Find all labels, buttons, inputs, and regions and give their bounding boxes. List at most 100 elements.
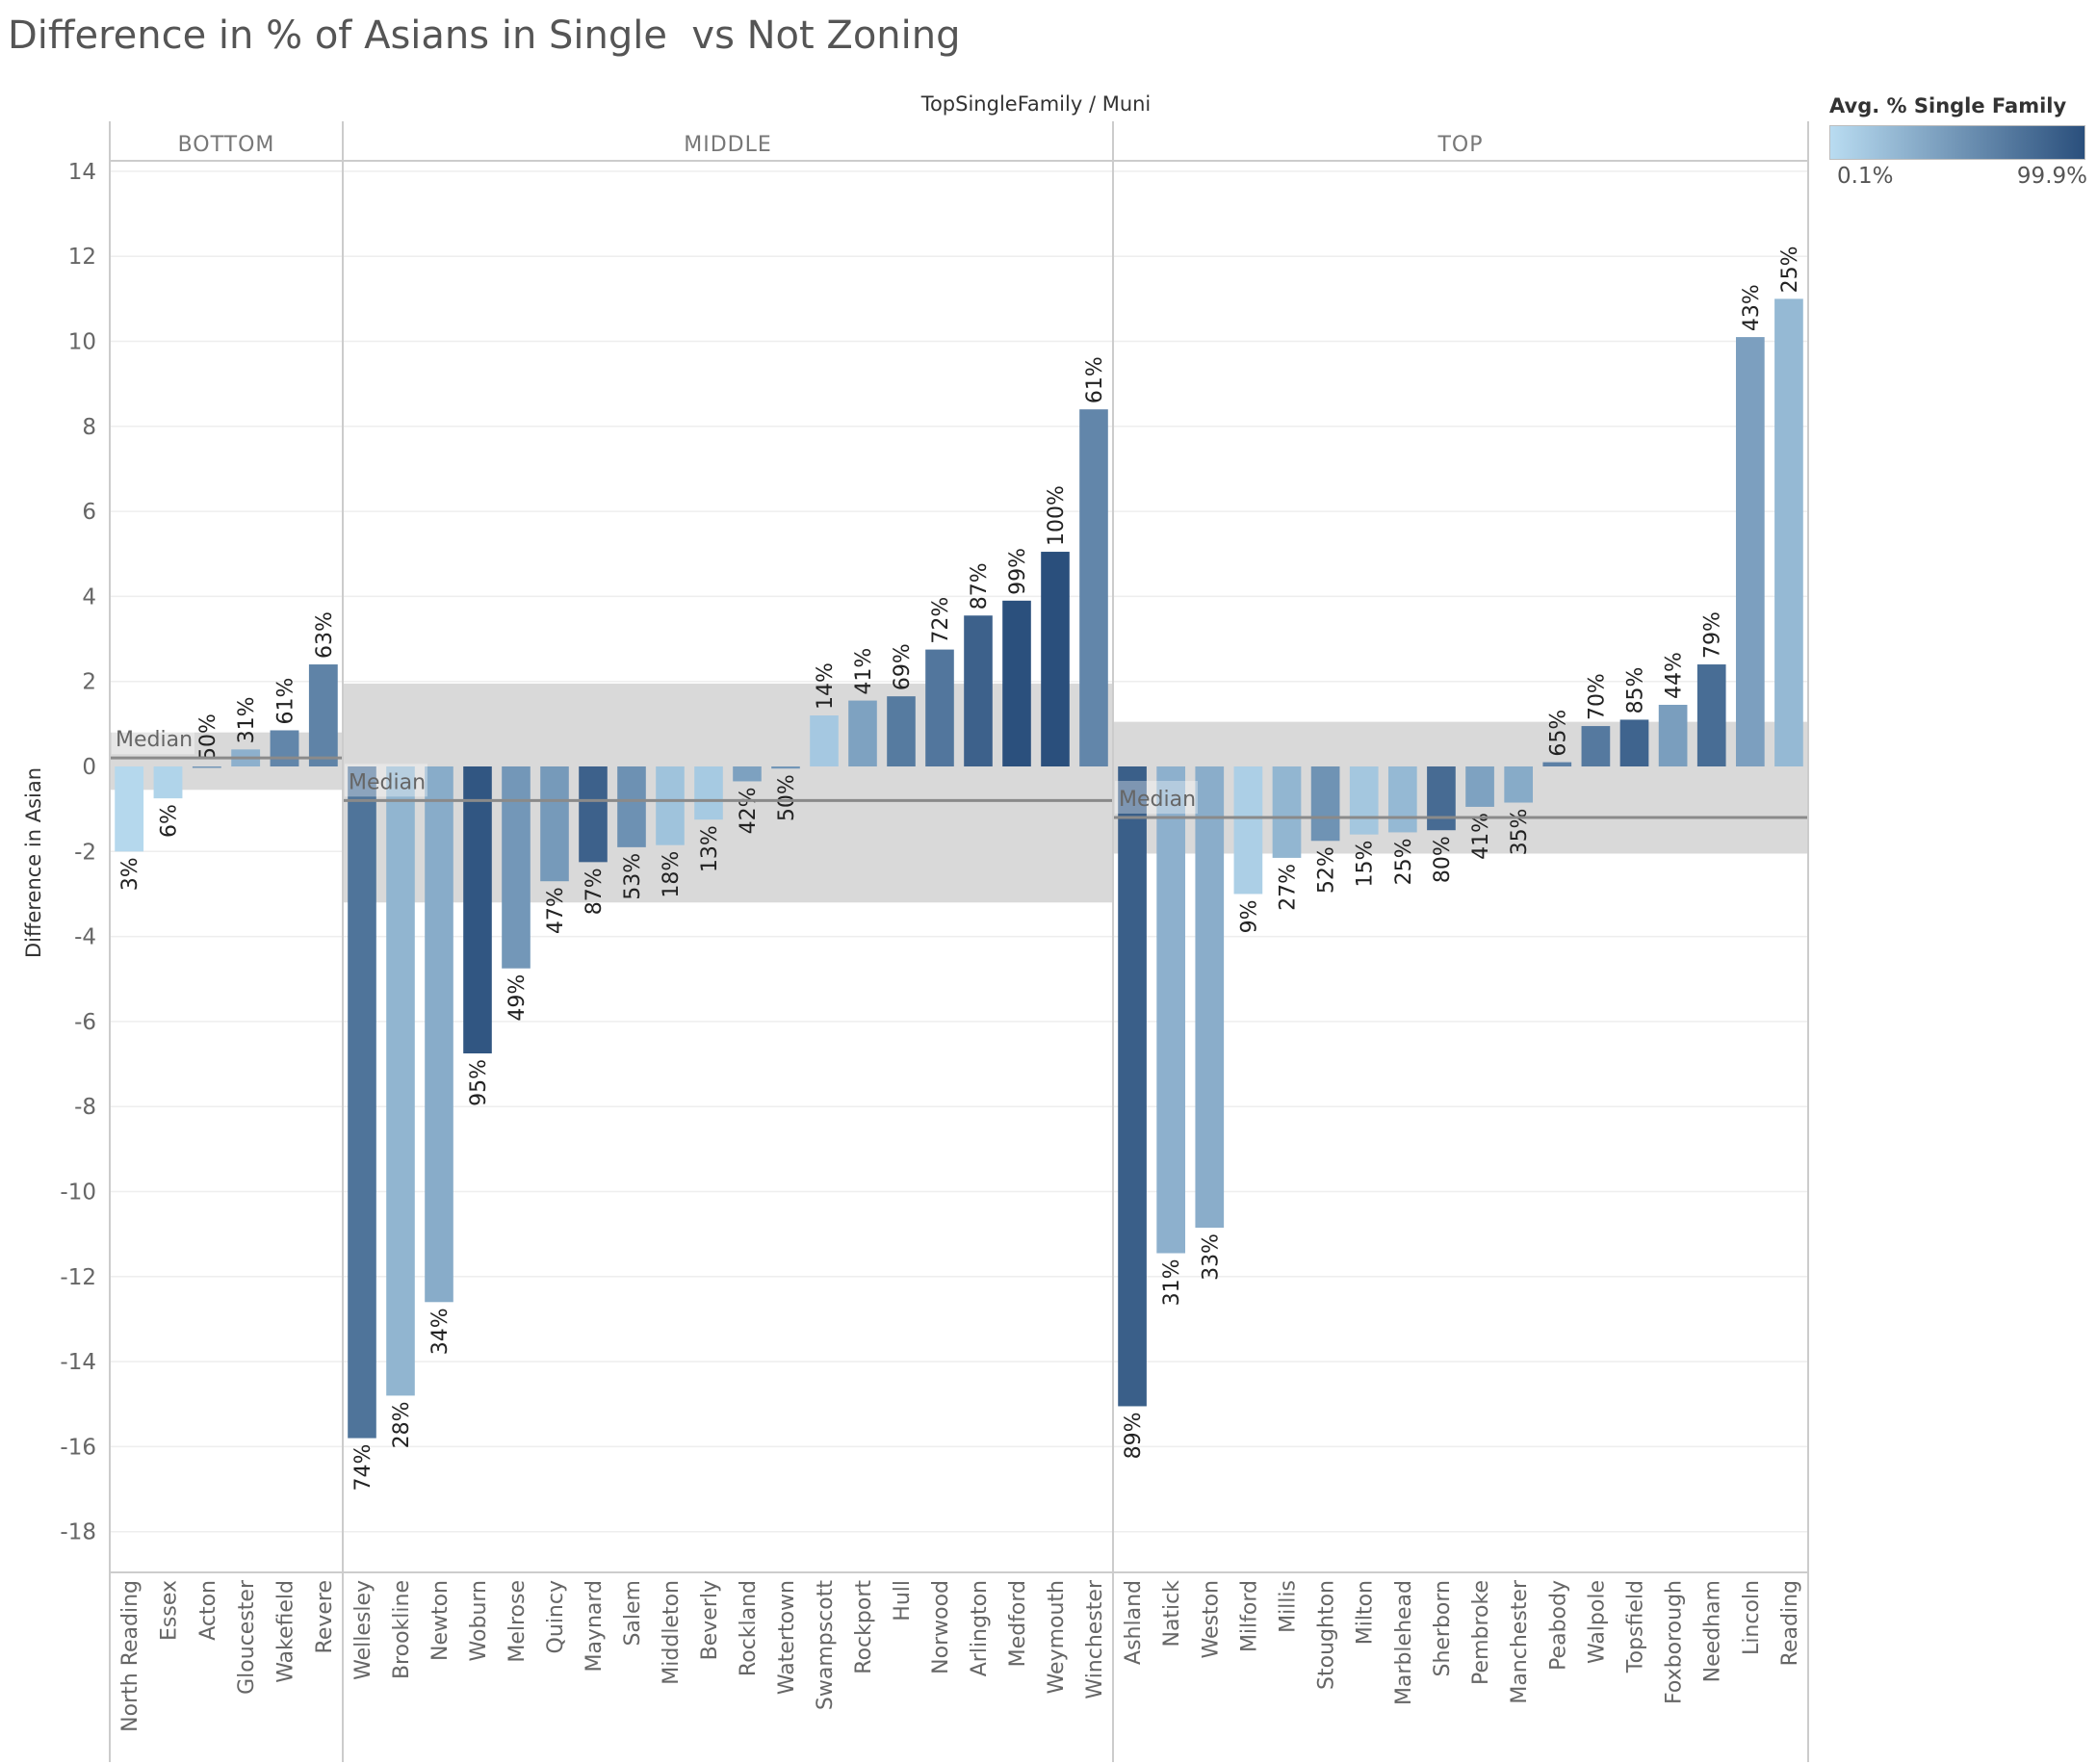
bar-manchester bbox=[1504, 766, 1534, 803]
bar-natick bbox=[1156, 766, 1186, 1254]
median-label-bg bbox=[112, 721, 194, 755]
bar-rockland bbox=[733, 766, 762, 782]
y-tick-label: 8 bbox=[82, 415, 96, 440]
x-tick-label-beverly: Beverly bbox=[698, 1580, 722, 1660]
x-tick-label-reading: Reading bbox=[1778, 1580, 1802, 1666]
bar-reading bbox=[1774, 298, 1803, 766]
x-tick-label-wakefield: Wakefield bbox=[274, 1580, 298, 1683]
y-tick-label: -14 bbox=[60, 1350, 96, 1375]
y-tick-label: -12 bbox=[60, 1265, 96, 1290]
x-tick-label-watertown: Watertown bbox=[775, 1580, 799, 1695]
data-label-salem: 53% bbox=[621, 853, 645, 900]
color-legend[interactable]: Avg. % Single Family 0.1% 99.9% bbox=[1829, 94, 2091, 193]
data-label-revere: 63% bbox=[313, 611, 337, 659]
bar-swampscott bbox=[810, 715, 839, 766]
column-header: TopSingleFamily / Muni bbox=[920, 92, 1152, 116]
data-label-acton: 50% bbox=[196, 713, 220, 761]
y-tick-label: -8 bbox=[74, 1095, 96, 1120]
y-tick-label: -16 bbox=[60, 1435, 96, 1460]
bar-sherborn bbox=[1427, 766, 1456, 831]
data-label-peabody: 65% bbox=[1546, 710, 1570, 757]
x-tick-label-hull: Hull bbox=[891, 1580, 915, 1621]
bar-millis bbox=[1272, 766, 1302, 858]
data-label-essex: 6% bbox=[158, 804, 182, 838]
data-label-north-reading: 3% bbox=[118, 857, 142, 891]
x-tick-label-gloucester: Gloucester bbox=[235, 1579, 259, 1695]
x-tick-label-winchester: Winchester bbox=[1083, 1579, 1107, 1699]
data-label-winchester: 61% bbox=[1083, 356, 1107, 403]
bar-watertown bbox=[771, 766, 800, 769]
data-label-needham: 79% bbox=[1701, 611, 1725, 659]
data-label-millis: 27% bbox=[1277, 864, 1301, 911]
panel-header-top: TOP bbox=[1437, 133, 1483, 157]
y-tick-label: -2 bbox=[74, 840, 96, 865]
x-tick-label-revere: Revere bbox=[313, 1580, 337, 1653]
x-tick-label-woburn: Woburn bbox=[467, 1580, 491, 1661]
data-label-wellesley: 74% bbox=[351, 1444, 375, 1492]
bar-hull bbox=[887, 696, 916, 766]
bar-salem bbox=[617, 766, 646, 847]
bar-beverly bbox=[694, 766, 723, 820]
bar-peabody bbox=[1542, 762, 1572, 766]
data-label-milton: 15% bbox=[1354, 841, 1378, 888]
bar-newton bbox=[425, 766, 453, 1303]
data-label-woburn: 95% bbox=[467, 1059, 491, 1106]
bar-pembroke bbox=[1465, 766, 1494, 807]
bar-rockport bbox=[848, 700, 877, 766]
bar-stoughton bbox=[1310, 766, 1340, 842]
legend-min-label: 0.1% bbox=[1837, 164, 1894, 189]
data-label-manchester: 35% bbox=[1508, 809, 1532, 856]
x-tick-label-newton: Newton bbox=[428, 1580, 453, 1661]
y-axis-label: Difference in Asian bbox=[22, 767, 45, 958]
reference-band-middle bbox=[343, 683, 1113, 903]
data-label-norwood: 72% bbox=[929, 597, 953, 644]
data-label-hull: 69% bbox=[891, 643, 915, 690]
x-tick-label-walpole: Walpole bbox=[1585, 1580, 1609, 1664]
x-tick-label-sherborn: Sherborn bbox=[1431, 1580, 1455, 1677]
x-tick-label-maynard: Maynard bbox=[582, 1580, 607, 1673]
bar-wellesley bbox=[348, 766, 376, 1439]
x-tick-label-manchester: Manchester bbox=[1508, 1579, 1532, 1704]
x-tick-label-foxborough: Foxborough bbox=[1663, 1580, 1687, 1704]
bar-foxborough bbox=[1658, 704, 1688, 766]
reference-band-top bbox=[1113, 721, 1808, 854]
x-tick-label-melrose: Melrose bbox=[505, 1580, 530, 1663]
bar-revere bbox=[308, 664, 338, 766]
bar-winchester bbox=[1079, 409, 1108, 766]
legend-max-label: 99.9% bbox=[2016, 164, 2087, 189]
data-label-topsfield: 85% bbox=[1624, 667, 1648, 714]
x-tick-label-arlington: Arlington bbox=[968, 1580, 992, 1676]
x-tick-label-medford: Medford bbox=[1006, 1580, 1030, 1667]
y-tick-label: -4 bbox=[74, 925, 96, 950]
x-tick-label-wellesley: Wellesley bbox=[351, 1580, 375, 1680]
data-label-rockport: 41% bbox=[852, 648, 876, 695]
x-tick-label-pembroke: Pembroke bbox=[1469, 1580, 1493, 1685]
data-label-maynard: 87% bbox=[582, 868, 607, 915]
x-tick-label-salem: Salem bbox=[621, 1580, 645, 1647]
y-tick-label: 14 bbox=[68, 160, 96, 185]
data-label-medford: 99% bbox=[1006, 548, 1030, 595]
bar-acton bbox=[192, 766, 221, 768]
data-label-rockland: 42% bbox=[737, 787, 761, 834]
bar-essex bbox=[153, 766, 183, 799]
data-label-foxborough: 44% bbox=[1663, 652, 1687, 699]
panel-header-bottom: BOTTOM bbox=[178, 133, 275, 157]
x-tick-label-essex: Essex bbox=[158, 1580, 182, 1641]
y-tick-label: -10 bbox=[60, 1180, 96, 1206]
x-tick-label-milton: Milton bbox=[1354, 1580, 1378, 1645]
bar-arlington bbox=[964, 615, 993, 766]
bar-woburn bbox=[463, 766, 492, 1054]
data-label-sherborn: 80% bbox=[1431, 836, 1455, 883]
x-tick-label-quincy: Quincy bbox=[544, 1580, 568, 1653]
data-label-arlington: 87% bbox=[968, 562, 992, 610]
x-tick-label-needham: Needham bbox=[1701, 1580, 1725, 1682]
x-tick-label-rockport: Rockport bbox=[852, 1580, 876, 1674]
bar-weymouth bbox=[1041, 552, 1070, 766]
x-tick-label-ashland: Ashland bbox=[1122, 1580, 1146, 1665]
median-label-top: Median bbox=[1119, 788, 1196, 812]
x-tick-label-swampscott: Swampscott bbox=[814, 1580, 838, 1710]
bar-middleton bbox=[656, 766, 685, 845]
x-tick-label-rockland: Rockland bbox=[737, 1580, 761, 1676]
data-label-ashland: 89% bbox=[1122, 1412, 1146, 1459]
